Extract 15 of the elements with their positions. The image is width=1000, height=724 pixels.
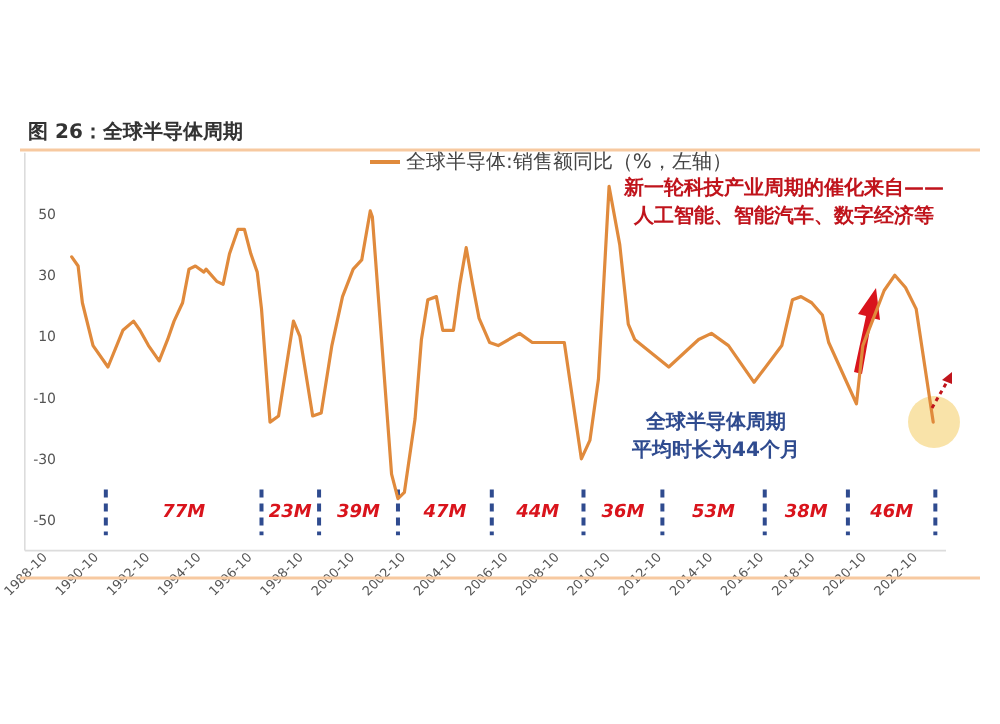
annotation: 全球半导体周期 bbox=[644, 410, 786, 434]
annotation: 38M bbox=[784, 502, 828, 523]
annotation: 39M bbox=[337, 502, 381, 523]
legend-label: 全球半导体:销售额同比（%，左轴） bbox=[406, 150, 732, 174]
annotation: 77M bbox=[162, 502, 206, 523]
annotation: 36M bbox=[601, 502, 645, 523]
annotation: 平均时长为44个月 bbox=[630, 438, 800, 462]
chart-title: 图 26：全球半导体周期 bbox=[28, 120, 243, 144]
annotation: 23M bbox=[268, 502, 312, 523]
annotation: 人工智能、智能汽车、数字经济等 bbox=[632, 204, 934, 228]
annotation: 44M bbox=[514, 502, 560, 523]
annotation: 53M bbox=[692, 502, 736, 523]
annotation: 46M bbox=[868, 502, 914, 523]
annotation: 47M bbox=[421, 502, 467, 523]
annotation: 新一轮科技产业周期的催化来自—— bbox=[622, 176, 944, 200]
